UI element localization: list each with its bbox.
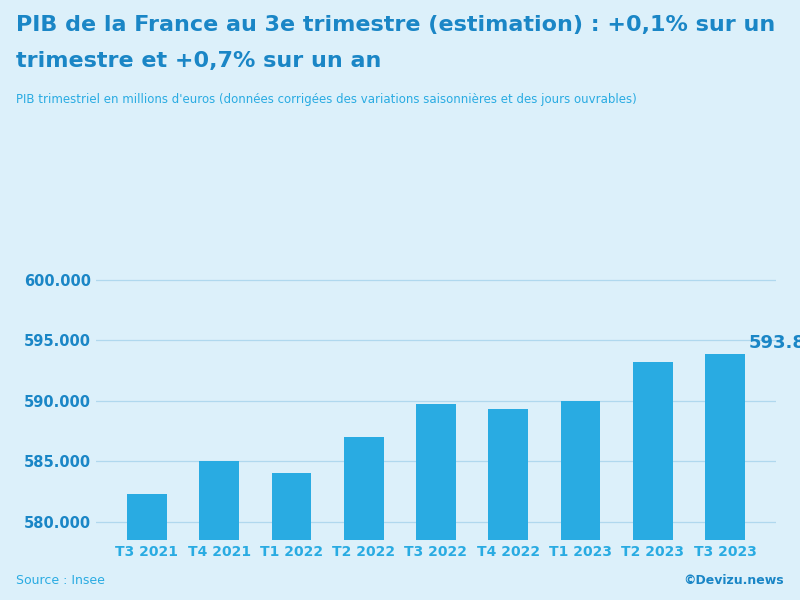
Bar	[344, 437, 383, 600]
Text: Source : Insee: Source : Insee	[16, 574, 105, 587]
Text: ©Devizu.news: ©Devizu.news	[683, 574, 784, 587]
Bar	[489, 409, 528, 600]
Bar	[416, 404, 456, 600]
Text: 593.869: 593.869	[748, 334, 800, 352]
Text: PIB trimestriel en millions d'euros (données corrigées des variations saisonnièr: PIB trimestriel en millions d'euros (don…	[16, 93, 637, 106]
Bar	[199, 461, 239, 600]
Bar	[271, 473, 311, 600]
Text: trimestre et +0,7% sur un an: trimestre et +0,7% sur un an	[16, 51, 382, 71]
Bar	[561, 401, 601, 600]
Bar	[127, 494, 166, 600]
Text: PIB de la France au 3e trimestre (estimation) : +0,1% sur un: PIB de la France au 3e trimestre (estima…	[16, 15, 775, 35]
Bar	[706, 354, 745, 600]
Bar	[633, 362, 673, 600]
